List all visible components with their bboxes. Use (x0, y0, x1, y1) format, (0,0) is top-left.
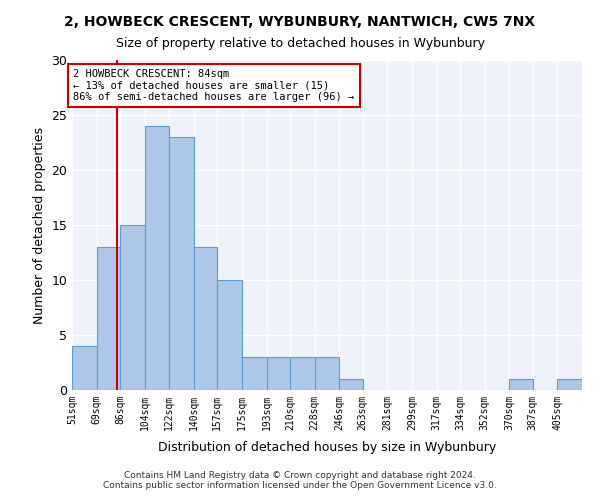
Text: 2 HOWBECK CRESCENT: 84sqm
← 13% of detached houses are smaller (15)
86% of semi-: 2 HOWBECK CRESCENT: 84sqm ← 13% of detac… (73, 69, 355, 102)
Bar (145, 126, 169, 390)
Bar (72, 346, 97, 390)
Text: 2, HOWBECK CRESCENT, WYBUNBURY, NANTWICH, CW5 7NX: 2, HOWBECK CRESCENT, WYBUNBURY, NANTWICH… (64, 15, 536, 29)
Bar (169, 137, 194, 390)
Bar (120, 225, 145, 390)
Bar (217, 280, 242, 390)
Bar (242, 357, 266, 390)
Y-axis label: Number of detached properties: Number of detached properties (33, 126, 46, 324)
Bar (557, 379, 582, 390)
Bar (194, 247, 217, 390)
Bar (97, 247, 120, 390)
Bar (314, 357, 340, 390)
Bar (509, 379, 533, 390)
Text: Contains public sector information licensed under the Open Government Licence v3: Contains public sector information licen… (103, 480, 497, 490)
X-axis label: Distribution of detached houses by size in Wybunbury: Distribution of detached houses by size … (158, 441, 496, 454)
Text: Size of property relative to detached houses in Wybunbury: Size of property relative to detached ho… (115, 38, 485, 51)
Bar (340, 379, 362, 390)
Bar (266, 357, 290, 390)
Bar (290, 357, 314, 390)
Text: Contains HM Land Registry data © Crown copyright and database right 2024.: Contains HM Land Registry data © Crown c… (124, 470, 476, 480)
